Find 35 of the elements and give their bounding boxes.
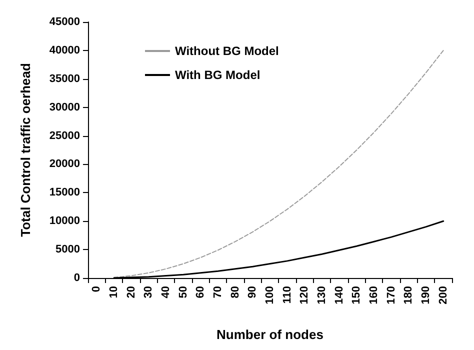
x-tick-label: 110: [281, 286, 294, 304]
x-tick-label: 180: [402, 286, 415, 304]
y-tick-label: 20000: [49, 158, 80, 170]
y-tick-label: 45000: [49, 16, 80, 28]
x-tick-label: 200: [437, 286, 450, 304]
x-tick-label: 90: [246, 286, 259, 298]
y-tick-label: 10000: [49, 215, 80, 228]
x-tick-label: 70: [212, 286, 224, 298]
y-tick-label: 30000: [49, 101, 80, 114]
x-tick-label: 170: [385, 286, 398, 304]
legend-label: Without BG Model: [175, 44, 279, 58]
y-tick-label: 25000: [49, 130, 80, 142]
y-axis-title: Total Control traffic oerhead: [18, 63, 33, 237]
y-tick-label: 15000: [49, 186, 80, 199]
x-tick-label: 130: [316, 286, 328, 304]
y-tick-label: 0: [74, 272, 80, 284]
x-tick-label: 60: [194, 286, 207, 298]
y-tick-label: 5000: [56, 244, 80, 256]
legend-label: With BG Model: [175, 68, 260, 82]
x-tick-label: 120: [298, 286, 311, 304]
x-tick-label: 0: [90, 286, 103, 292]
x-tick-label: 140: [333, 286, 346, 304]
x-tick-label: 50: [177, 286, 190, 298]
x-tick-label: 190: [420, 286, 432, 304]
x-tick-label: 30: [142, 286, 155, 298]
x-tick-label: 160: [368, 286, 380, 304]
y-tick-label: 40000: [49, 44, 80, 56]
x-tick-label: 40: [160, 286, 172, 298]
x-tick-label: 20: [125, 286, 138, 298]
x-tick-label: 100: [264, 286, 276, 304]
x-tick-label: 10: [108, 286, 120, 298]
y-tick-label: 35000: [49, 72, 80, 85]
x-tick-label: 150: [350, 286, 363, 304]
x-tick-label: 80: [229, 286, 242, 298]
x-axis-title: Number of nodes: [216, 327, 324, 342]
